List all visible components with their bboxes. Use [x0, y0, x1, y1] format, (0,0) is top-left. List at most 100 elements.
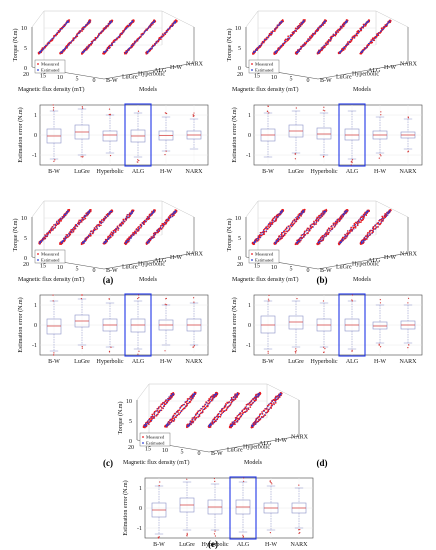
outlier: [268, 300, 270, 302]
estimated-point: [133, 234, 135, 236]
estimated-point: [276, 50, 278, 52]
estimated-point: [188, 423, 190, 425]
estimated-point: [293, 219, 295, 221]
estimated-point: [152, 417, 154, 419]
estimated-point: [141, 225, 143, 227]
side-wall: [136, 383, 150, 440]
iqr-box: [372, 321, 388, 330]
estimated-point: [311, 223, 313, 226]
model-tick: B-W: [320, 78, 332, 84]
estimated-point: [41, 239, 43, 242]
estimated-point: [145, 29, 147, 31]
estimated-point: [336, 30, 339, 32]
estimated-point: [381, 217, 383, 220]
measured-point: [153, 413, 156, 416]
measured-point: [203, 408, 206, 411]
outlier: [81, 345, 83, 348]
estimated-point: [321, 23, 323, 25]
estimated-point: [265, 39, 267, 41]
measured-point: [178, 409, 181, 411]
measured-point: [230, 401, 233, 404]
outlier: [267, 105, 270, 107]
estimated-point: [102, 221, 104, 223]
estimated-point: [380, 221, 383, 223]
estimated-point: [309, 228, 312, 230]
estimated-point: [211, 396, 213, 398]
measured-point: [271, 221, 274, 224]
estimated-point: [192, 394, 194, 396]
box-narx: NARX: [185, 105, 203, 175]
estimated-point: [172, 393, 175, 395]
estimated-point: [315, 219, 317, 221]
estimated-point: [299, 25, 301, 27]
outlier: [109, 154, 112, 157]
estimated-point: [125, 27, 128, 29]
estimated-point: [144, 220, 146, 222]
estimated-point: [386, 213, 388, 215]
estimated-point: [346, 43, 348, 45]
estimated-point: [65, 237, 67, 239]
torque-tick: 0: [238, 66, 241, 72]
outlier: [165, 150, 167, 152]
outlier: [137, 159, 139, 161]
estimated-point: [170, 217, 172, 219]
outlier: [380, 111, 382, 113]
estimated-point: [274, 217, 276, 219]
model-tick: ALG: [154, 68, 167, 74]
legend-estimated: Estimated: [255, 68, 274, 73]
measured-point: [286, 39, 289, 42]
estimated-point: [234, 394, 237, 396]
estimated-point: [86, 236, 88, 238]
measured-point: [113, 229, 116, 231]
estimated-point: [193, 419, 195, 421]
estimated-point: [299, 48, 301, 50]
measured-point: [353, 222, 356, 225]
estimated-point: [260, 43, 263, 45]
legend-measured-marker: [251, 253, 253, 255]
estimated-point: [146, 241, 148, 243]
measured-point: [159, 38, 162, 40]
outlier: [165, 304, 168, 306]
flux-tick: 20: [23, 262, 29, 268]
estimated-point: [165, 402, 167, 405]
model-tick: Hyperbolic: [138, 261, 165, 267]
estimated-point: [378, 223, 381, 225]
outlier: [295, 352, 297, 354]
estimated-point: [63, 25, 65, 27]
estimated-point: [148, 49, 150, 51]
box-hyperbolic: Hyperbolic: [311, 295, 338, 365]
estimated-point: [274, 51, 276, 53]
estimated-point: [147, 420, 149, 422]
estimated-point: [172, 212, 175, 214]
torque-tick: 5: [24, 236, 27, 242]
measured-point: [297, 214, 300, 216]
estimated-point: [179, 407, 181, 410]
estimated-point: [88, 45, 90, 47]
estimated-point: [258, 45, 261, 47]
estimated-point: [320, 214, 322, 216]
legend-measured: Measured: [41, 62, 60, 67]
estimated-point: [327, 232, 329, 234]
measured-point: [163, 403, 166, 406]
flux-tick: 0: [307, 78, 310, 84]
legend-estimated-marker: [251, 259, 253, 261]
estimated-point: [131, 236, 133, 238]
torque-tick: 10: [21, 216, 27, 222]
estimated-point: [67, 235, 69, 237]
error-axis-label: Estimation error (N.m): [17, 107, 24, 162]
estimated-point: [106, 215, 109, 217]
error-axis-label: Estimation error (N.m): [231, 297, 238, 352]
flux-tick: 20: [23, 72, 29, 78]
estimated-point: [126, 241, 128, 243]
estimated-point: [290, 35, 293, 37]
measured-point: [80, 219, 83, 221]
estimated-point: [136, 229, 138, 231]
estimated-point: [354, 34, 357, 37]
estimated-point: [298, 49, 300, 51]
category-label: LuGre: [74, 169, 90, 175]
measured-point: [352, 226, 355, 229]
estimated-point: [61, 51, 63, 54]
estimated-point: [68, 232, 70, 235]
estimated-point: [111, 20, 113, 23]
estimated-point: [164, 223, 166, 225]
